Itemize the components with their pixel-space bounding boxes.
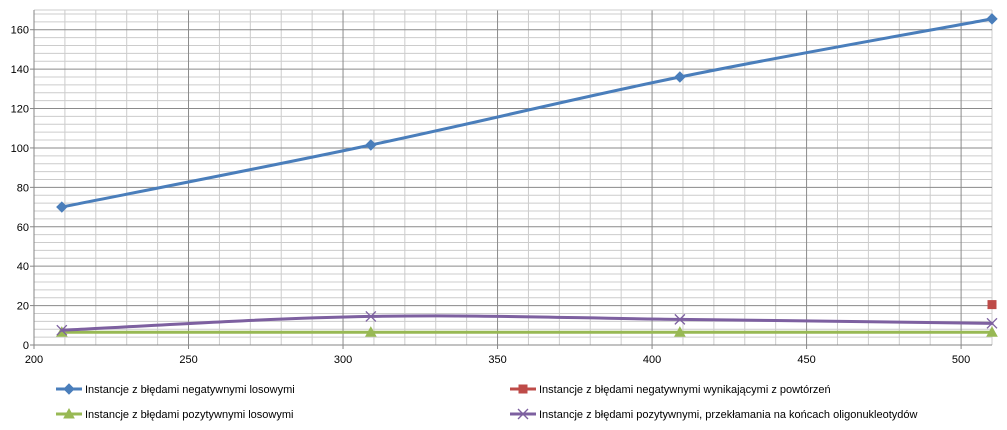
y-tick-label: 100 (11, 143, 29, 155)
legend-item-4: Instancje z błędami pozytywnymi, przekła… (510, 408, 918, 421)
legend-label: Instancje z błędami negatywnymi losowymi (85, 384, 295, 396)
series-line (60, 314, 994, 332)
legend-item-3: Instancje z błędami pozytywnymi losowymi (56, 407, 293, 421)
x-tick-label: 300 (334, 354, 352, 366)
series-line (60, 17, 994, 209)
legend-marker (517, 408, 529, 420)
data-point (365, 310, 377, 322)
y-tick-label: 40 (17, 261, 29, 273)
marker-stroke (674, 313, 686, 325)
y-tick-label: 160 (11, 25, 29, 37)
axes (30, 10, 992, 349)
data-point (986, 326, 998, 337)
y-tick-label: 80 (17, 182, 29, 194)
x-tick-label: 450 (797, 354, 815, 366)
series-3 (55, 326, 998, 337)
data-point (364, 326, 377, 337)
x-axis-tick-labels: 200 250 300 350 400 450 500 (25, 354, 970, 366)
x-tick-label: 500 (952, 354, 970, 366)
series-1 (56, 13, 998, 213)
marker-stroke (517, 408, 529, 420)
legend-item-2: Instancje z błędami negatywnymi wynikają… (510, 384, 831, 396)
y-tick-label: 140 (11, 64, 29, 76)
legend: Instancje z błędami negatywnymi losowymi… (56, 383, 918, 421)
legend-label: Instancje z błędami pozytywnymi, przekła… (539, 409, 918, 421)
legend-label: Instancje z błędami negatywnymi wynikają… (539, 384, 831, 396)
x-tick-label: 250 (179, 354, 197, 366)
marker-stroke (365, 310, 377, 322)
y-tick-label: 120 (11, 104, 29, 116)
data-point (986, 13, 998, 25)
legend-marker (63, 407, 75, 419)
data-point (365, 139, 377, 151)
minor-gridlines (34, 10, 993, 345)
legend-label: Instancje z błędami pozytywnymi losowymi (85, 409, 293, 421)
data-point (56, 324, 68, 336)
plot-area (34, 10, 992, 345)
series-4 (56, 310, 998, 336)
data-point (674, 313, 686, 325)
data-point (674, 326, 686, 337)
data-point (987, 300, 997, 310)
legend-marker (63, 383, 75, 395)
legend-item-1: Instancje z błędami negatywnymi losowymi (56, 383, 295, 396)
y-tick-label: 0 (23, 340, 29, 352)
major-gridlines (34, 9, 992, 345)
marker-stroke (986, 317, 998, 329)
y-axis-tick-labels: 0 20 40 60 80 100 120 140 160 (11, 25, 29, 352)
data-point (674, 71, 686, 83)
x-tick-label: 350 (488, 354, 506, 366)
series-layer (55, 13, 998, 337)
data-point (986, 317, 998, 329)
marker-stroke (56, 324, 68, 336)
y-tick-label: 20 (17, 301, 29, 313)
x-tick-label: 200 (25, 354, 43, 366)
series-2 (987, 300, 997, 310)
y-tick-label: 60 (17, 222, 29, 234)
data-point (56, 201, 68, 213)
legend-marker (518, 384, 528, 394)
x-tick-label: 400 (643, 354, 661, 366)
